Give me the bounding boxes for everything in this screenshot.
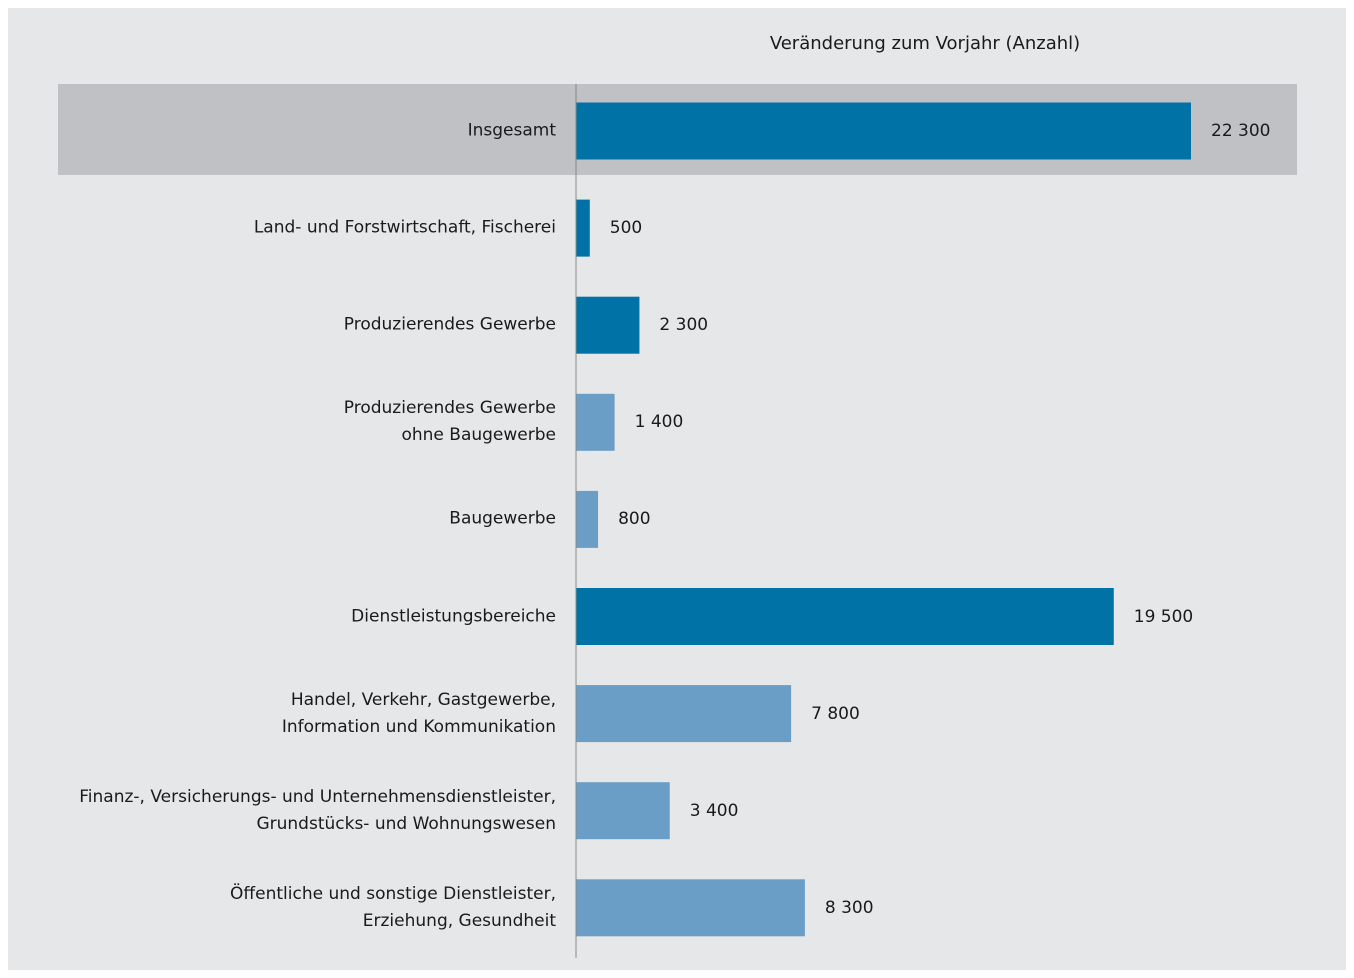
value-label: 22 300 — [1211, 121, 1271, 141]
bar — [576, 102, 1191, 160]
category-label: Handel, Verkehr, Gastgewerbe, Informatio… — [281, 689, 556, 737]
category-label: Insgesamt — [467, 120, 556, 141]
value-label: 500 — [609, 218, 643, 239]
category-label: Produzierendes Gewerbe ohne Baugewerbe — [343, 398, 556, 446]
value-label: 7 800 — [811, 703, 860, 724]
value-label: 800 — [618, 509, 651, 530]
category-label: Baugewerbe — [449, 508, 556, 529]
value-label: 19 500 — [1133, 606, 1194, 627]
value-label: 2 300 — [659, 315, 709, 336]
bar — [576, 588, 1114, 645]
bar — [576, 782, 670, 840]
category-label: Land- und Forstwirtschaft, Fischerei — [253, 217, 556, 238]
category-label: Produzierendes Gewerbe — [343, 314, 556, 335]
category-label: Finanz-, Versicherungs- und Unternehmens… — [79, 786, 556, 834]
bar — [576, 393, 615, 451]
value-label: 8 300 — [824, 897, 874, 918]
value-label: 3 400 — [689, 800, 739, 821]
bar — [576, 490, 599, 548]
bar — [576, 685, 792, 743]
bar — [576, 199, 590, 257]
chart-title: Veränderung zum Vorjahr (Anzahl) — [769, 33, 1081, 54]
bar — [576, 879, 805, 937]
bar — [576, 296, 640, 354]
category-label: Dienstleistungsbereiche — [351, 606, 556, 626]
category-label: Öffentliche und sonstige Dienstleister, … — [230, 883, 556, 931]
value-label: 1 400 — [634, 412, 684, 433]
